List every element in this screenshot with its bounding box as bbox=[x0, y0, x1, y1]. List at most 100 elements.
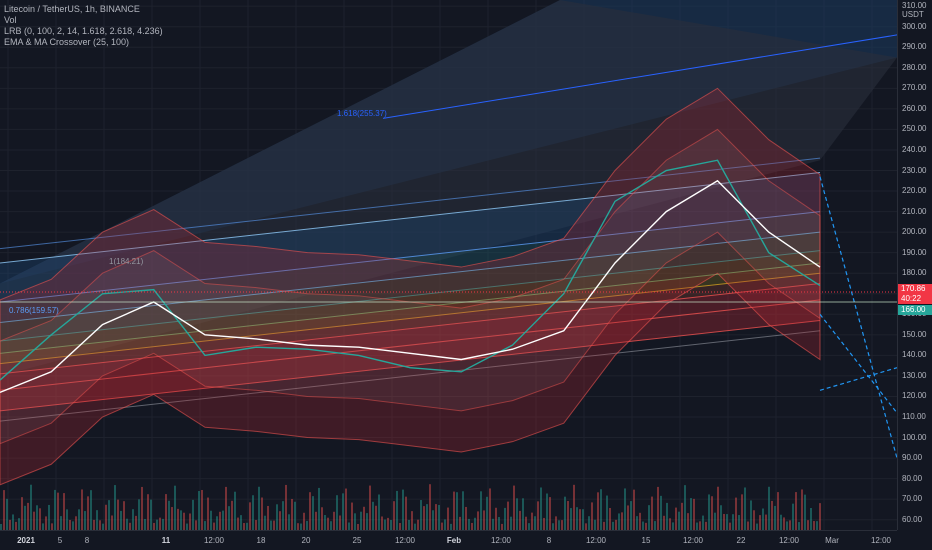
price-tick-label: 300.00 bbox=[902, 21, 927, 31]
volume-bar bbox=[408, 519, 410, 530]
volume-bar bbox=[339, 515, 341, 530]
volume-bar bbox=[723, 513, 725, 530]
volume-bar bbox=[651, 496, 653, 530]
volume-bar bbox=[654, 521, 656, 530]
volume-bar bbox=[153, 522, 155, 530]
volume-bar bbox=[30, 484, 32, 530]
volume-bar bbox=[378, 494, 380, 530]
volume-bar bbox=[81, 489, 83, 530]
price-line bbox=[0, 159, 821, 381]
volume-bar bbox=[156, 519, 158, 530]
volume-bar bbox=[657, 486, 659, 530]
volume-bar bbox=[525, 516, 527, 530]
symbol-title[interactable]: Litecoin / TetherUS, 1h, BINANCE bbox=[4, 4, 140, 14]
volume-bar bbox=[708, 494, 710, 530]
volume-bar bbox=[249, 502, 251, 530]
volume-bar bbox=[18, 518, 20, 530]
volume-bar bbox=[117, 499, 119, 530]
volume-bar bbox=[456, 492, 458, 530]
price-tick-label: 260.00 bbox=[902, 103, 927, 113]
volume-bar bbox=[600, 489, 602, 530]
volume-bar bbox=[285, 484, 287, 530]
volume-bar bbox=[663, 515, 665, 530]
regression-line bbox=[0, 211, 821, 303]
volume-bar bbox=[426, 504, 428, 530]
volume-bar bbox=[729, 522, 731, 530]
price-tick-label: 200.00 bbox=[902, 227, 927, 237]
indicator-volume[interactable]: Vol bbox=[4, 15, 17, 25]
volume-bar bbox=[231, 500, 233, 530]
volume-bar bbox=[771, 500, 773, 530]
regression-band bbox=[0, 262, 820, 364]
volume-bar bbox=[366, 513, 368, 530]
volume-bar bbox=[786, 521, 788, 530]
volume-bar bbox=[717, 486, 719, 530]
volume-bar bbox=[612, 521, 614, 530]
volume-bar bbox=[594, 519, 596, 530]
volume-bar bbox=[597, 492, 599, 530]
time-tick-label: 12:00 bbox=[870, 536, 892, 545]
volume-bar bbox=[702, 515, 704, 530]
volume-bar bbox=[804, 494, 806, 530]
volume-bar bbox=[189, 513, 191, 530]
volume-bar bbox=[693, 498, 695, 530]
volume-bar bbox=[633, 489, 635, 530]
volume-bar bbox=[402, 489, 404, 530]
volume-bar bbox=[513, 485, 515, 530]
volume-bar bbox=[69, 519, 71, 530]
volume-bar bbox=[54, 489, 56, 530]
volume-bar bbox=[468, 518, 470, 530]
volume-bar bbox=[66, 509, 68, 530]
volume-bar bbox=[282, 501, 284, 530]
volume-bar bbox=[237, 517, 239, 530]
volume-bar bbox=[582, 509, 584, 530]
volume-bar bbox=[537, 501, 539, 530]
volume-bar bbox=[174, 485, 176, 530]
volume-bar bbox=[321, 507, 323, 530]
volume-bar bbox=[243, 523, 245, 530]
volume-bar bbox=[381, 516, 383, 530]
price-tick-label: 120.00 bbox=[902, 391, 927, 401]
volume-bar bbox=[777, 492, 779, 530]
volume-bar bbox=[333, 511, 335, 530]
volume-bar bbox=[528, 523, 530, 530]
time-tick-label: Feb bbox=[446, 536, 462, 545]
volume-bar bbox=[246, 522, 248, 530]
regression-outer-lower bbox=[0, 330, 821, 422]
regression-band bbox=[0, 172, 820, 302]
volume-bar bbox=[141, 486, 143, 530]
volume-bar bbox=[522, 498, 524, 530]
volume-bar bbox=[507, 501, 509, 530]
volume-bar bbox=[63, 493, 65, 530]
price-tick-label: 230.00 bbox=[902, 165, 927, 175]
volume-bar bbox=[342, 493, 344, 530]
indicator-lrb[interactable]: LRB (0, 100, 2, 14, 1.618, 2.618, 4.236) bbox=[4, 26, 163, 36]
volume-bar bbox=[492, 518, 494, 530]
volume-bar bbox=[720, 505, 722, 530]
volume-bar bbox=[27, 502, 29, 530]
volume-bar bbox=[471, 522, 473, 530]
volume-bar bbox=[210, 510, 212, 530]
volume-bar bbox=[105, 504, 107, 530]
regression-band bbox=[0, 283, 820, 391]
volume-bar bbox=[516, 498, 518, 530]
volume-bar bbox=[348, 522, 350, 530]
ma-value: 166.00 bbox=[901, 305, 926, 314]
price-tick-label: 180.00 bbox=[902, 268, 927, 278]
volume-bar bbox=[255, 520, 257, 530]
fib-label-1618: 1.618(255.37) bbox=[337, 109, 387, 118]
volume-bar bbox=[495, 507, 497, 530]
volume-bar bbox=[327, 517, 329, 530]
volume-bar bbox=[549, 497, 551, 530]
regression-band bbox=[0, 232, 820, 342]
volume-bar bbox=[228, 506, 230, 530]
indicator-ema-ma[interactable]: EMA & MA Crossover (25, 100) bbox=[4, 37, 130, 47]
volume-bar bbox=[324, 515, 326, 530]
time-axis[interactable]: 2021 5 8 11 12:00 18 20 25 12:00 Feb 12:00 8 12:00 15… bbox=[0, 530, 897, 550]
volume-bar bbox=[351, 502, 353, 530]
price-tick-label: 190.00 bbox=[902, 247, 927, 257]
volume-bar bbox=[147, 494, 149, 530]
price-axis[interactable]: USDT 310.00 300.00 290.00 280.00 270.00 260.0… bbox=[897, 0, 932, 530]
